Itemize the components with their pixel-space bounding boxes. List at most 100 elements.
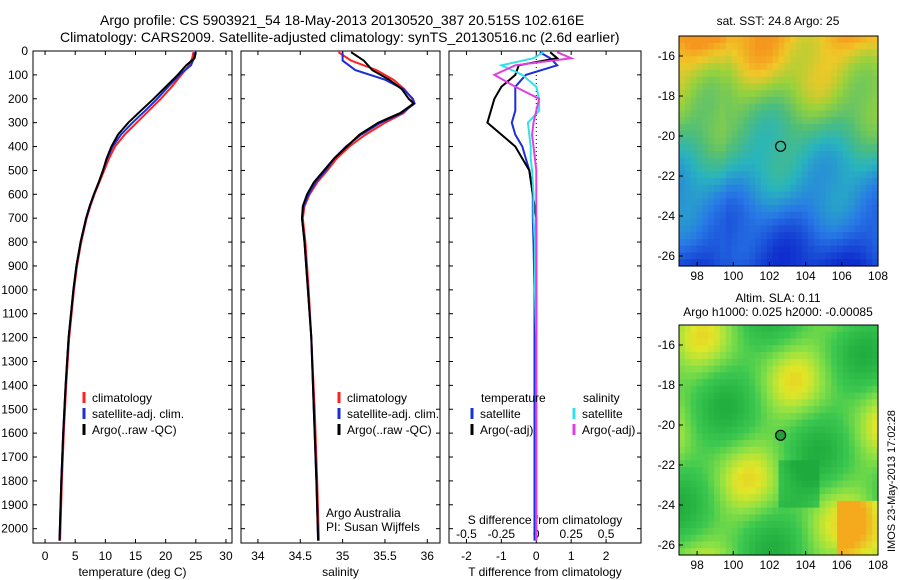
sst-map-cell: [772, 36, 780, 44]
sla-map-cell: [807, 406, 815, 414]
sst-map-cell: [813, 252, 821, 260]
sst-map-cell: [796, 178, 803, 186]
sst-map-cell: [679, 96, 686, 105]
salinity-panel-xtick-label: 34: [251, 549, 265, 563]
sst-map-cell: [696, 69, 704, 78]
sst-map-float-marker: [774, 140, 787, 152]
sla-map-cell: [702, 534, 709, 543]
sst-map-cell: [801, 103, 809, 112]
sst-map-cell: [702, 56, 709, 64]
sst-map-cell: [737, 232, 744, 240]
sst-map-cell: [766, 225, 774, 233]
sst-map-cell: [784, 49, 791, 57]
sst-map-cell: [807, 211, 815, 220]
sst-map-cell: [755, 178, 762, 186]
sst-map-cell: [813, 117, 821, 125]
sla-map-cell: [872, 446, 879, 455]
difference-salinity-tick-label: 0.5: [598, 527, 615, 541]
sla-map-cell: [696, 473, 704, 482]
sla-map-cell: [696, 487, 704, 495]
sst-map-cell: [725, 137, 733, 145]
sst-map-cell: [837, 36, 844, 44]
sla-map-cell: [708, 338, 715, 346]
sst-map-cell: [696, 42, 704, 51]
sla-map-cell: [708, 426, 715, 434]
sla-map-cell: [848, 385, 856, 394]
sst-map-cell: [801, 117, 809, 125]
sla-map-cell: [842, 460, 850, 468]
sla-map-cell: [760, 412, 768, 421]
sla-map-cell: [801, 392, 809, 401]
sla-map-cell: [755, 412, 762, 421]
sla-map-cell: [866, 426, 873, 434]
salinity-panel-xtick-label: 35: [336, 549, 350, 563]
sla-map-cell: [842, 487, 850, 495]
sst-map-cell: [801, 198, 809, 206]
sst-map-cell: [766, 83, 774, 91]
sst-map-cell: [749, 36, 756, 44]
sst-map-cell: [696, 96, 704, 105]
sla-map-cell: [778, 494, 785, 502]
sla-map-cell: [807, 419, 815, 428]
sst-map-cell: [848, 42, 856, 51]
sst-map-cell: [679, 83, 686, 91]
sst-map-cell: [708, 69, 715, 78]
sla-map-cell: [696, 548, 704, 556]
sla-map-cell: [749, 345, 756, 353]
sst-map-cell: [872, 225, 879, 233]
sla-map-cell: [684, 365, 692, 373]
sla-map-cell: [819, 446, 826, 455]
sla-map-cell: [708, 514, 715, 522]
sst-map-cell: [813, 103, 821, 112]
sst-map-cell: [825, 218, 832, 227]
sla-map-cell: [679, 406, 686, 414]
sla-map-cell: [790, 412, 797, 421]
sla-map-cell: [813, 467, 821, 475]
sla-map-cell: [784, 338, 791, 346]
depth-tick-label: 1100: [2, 307, 28, 321]
sla-map-cell: [731, 534, 739, 543]
sla-map-cell: [825, 412, 832, 421]
salinity-annotation-line2: PI: Susan Wijffels: [326, 520, 420, 534]
sla-map-cell: [737, 460, 744, 468]
sst-map-cell: [807, 63, 815, 71]
sst-map-cell: [796, 218, 803, 227]
sla-map-cell: [866, 453, 873, 461]
sla-map-cell: [801, 534, 809, 543]
sst-map-cell: [755, 117, 762, 125]
sla-map-cell: [778, 460, 785, 468]
sst-map-cell: [848, 130, 856, 139]
sst-map-cell: [848, 63, 856, 71]
sla-map-cell: [743, 399, 750, 407]
sst-map-cell: [690, 42, 698, 51]
sla-map-cell: [684, 345, 692, 353]
sst-map-cell: [784, 56, 791, 64]
sla-map-cell: [860, 473, 867, 482]
sst-map-cell: [772, 137, 780, 145]
sst-map-cell: [684, 178, 692, 186]
sst-map-cell: [825, 103, 832, 112]
sst-map-cell: [679, 184, 686, 193]
sst-map-cell: [679, 76, 686, 84]
sst-map-cell: [796, 238, 803, 247]
sst-map-cell: [714, 69, 721, 78]
sla-map-cell: [790, 514, 797, 522]
sla-map-cell: [842, 433, 850, 441]
sla-map-cell: [737, 338, 744, 346]
sst-map-cell: [702, 103, 709, 112]
sla-map-cell: [819, 487, 826, 495]
sla-map-cell: [784, 487, 791, 495]
sst-map-cell: [854, 191, 862, 199]
sla-map-cell: [825, 467, 832, 475]
difference-legend-temperature-heading: temperature: [481, 391, 546, 405]
sla-map-cell: [731, 500, 739, 509]
sla-map-cell: [801, 453, 809, 461]
sla-map-cell: [766, 352, 774, 360]
sst-map-cell: [866, 69, 873, 78]
sst-map-cell: [719, 252, 727, 260]
sla-map-cell: [696, 365, 704, 373]
sst-map-cell: [714, 63, 721, 71]
sla-map-cell: [825, 507, 832, 516]
sla-map-cell: [714, 534, 721, 543]
sst-map-cell: [784, 259, 791, 267]
